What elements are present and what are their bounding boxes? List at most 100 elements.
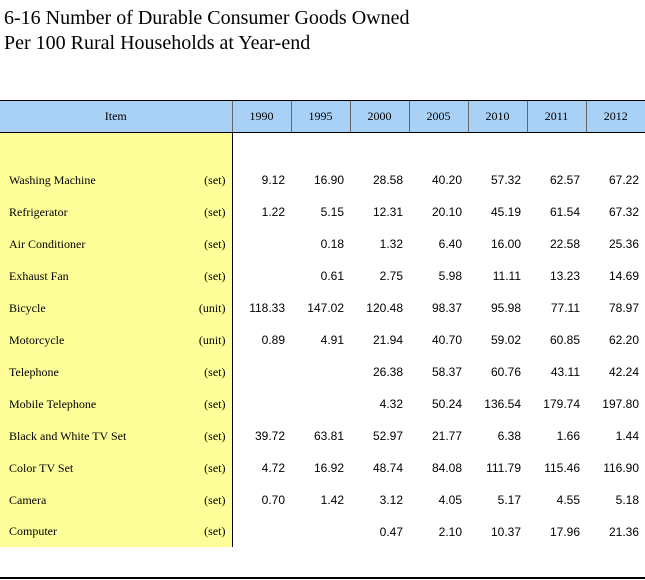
- item-name-cell: Color TV Set: [0, 452, 170, 484]
- value-cell: 20.10: [431, 205, 462, 219]
- value-cell: 95.98: [490, 301, 521, 315]
- data-table-container: Item 1990 1995 2000 2005 2010 2011 2012 …: [0, 100, 645, 578]
- value-cell: 2.75: [379, 269, 403, 283]
- value-cell: 4.55: [556, 493, 580, 507]
- item-name-cell: Black and White TV Set: [0, 420, 170, 452]
- value-cell: 28.58: [372, 173, 403, 187]
- value-cell: 21.77: [431, 429, 462, 443]
- table-row: Telephone (set) 26.38 58.37 60.76 43.11 42.24: [0, 356, 645, 388]
- value-cell: 5.18: [615, 493, 639, 507]
- table-row: Mobile Telephone (set) 4.32 50.24 136.54 179.…: [0, 388, 645, 420]
- unit-cell: (set): [170, 196, 233, 228]
- title-line-2: Per 100 Rural Households at Year-end: [4, 32, 311, 54]
- value-cell: 58.37: [431, 365, 462, 379]
- value-cell: 98.37: [431, 301, 462, 315]
- value-cell: 84.08: [431, 461, 462, 475]
- value-cell: 67.22: [608, 173, 639, 187]
- title-line-1: 6-16 Number of Durable Consumer Goods Ow…: [4, 7, 410, 29]
- table-body: Washing Machine (set) 9.12 16.90 28.58 40.20 5…: [0, 132, 645, 547]
- value-cell: 5.17: [497, 493, 521, 507]
- value-cell: [232, 388, 291, 420]
- year-header: 2010: [467, 100, 527, 133]
- unit-cell: (set): [170, 452, 233, 484]
- table-row: Color TV Set (set) 4.72 16.92 48.74 84.08 111.…: [0, 452, 645, 484]
- value-cell: 39.72: [254, 429, 285, 443]
- item-name-cell: Telephone: [0, 356, 170, 388]
- table-row: Camera (set) 0.70 1.42 3.12 4.05 5.17 4.55 5.18: [0, 484, 645, 516]
- year-header: 1995: [290, 100, 350, 133]
- value-cell: 4.91: [320, 333, 344, 347]
- value-cell: [291, 516, 350, 547]
- value-cell: 1.22: [261, 205, 285, 219]
- item-name-cell: Mobile Telephone: [0, 388, 170, 420]
- table-title: 6-16 Number of Durable Consumer Goods Ow…: [4, 6, 409, 56]
- item-name-cell: Camera: [0, 484, 170, 516]
- value-cell: 6.38: [497, 429, 521, 443]
- value-cell: 16.92: [313, 461, 344, 475]
- value-cell: 1.66: [556, 429, 580, 443]
- value-cell: 52.97: [372, 429, 403, 443]
- value-cell: [232, 260, 291, 292]
- value-cell: [291, 356, 350, 388]
- item-name-cell: Washing Machine: [0, 164, 170, 196]
- value-cell: 118.33: [249, 301, 285, 315]
- value-cell: 5.15: [320, 205, 344, 219]
- value-cell: 3.12: [379, 493, 403, 507]
- unit-cell: (set): [170, 228, 233, 260]
- value-cell: 16.00: [490, 237, 521, 251]
- value-cell: 1.44: [615, 429, 639, 443]
- value-cell: 0.89: [261, 333, 285, 347]
- value-cell: 45.19: [490, 205, 521, 219]
- value-cell: 62.57: [549, 173, 580, 187]
- value-cell: 179.74: [543, 397, 580, 411]
- value-cell: 57.32: [490, 173, 521, 187]
- unit-cell: (set): [170, 484, 233, 516]
- table-row: Motorcycle (unit) 0.89 4.91 21.94 40.70 59.02 6…: [0, 324, 645, 356]
- value-cell: [232, 516, 291, 547]
- value-cell: 67.32: [608, 205, 639, 219]
- year-header: 2011: [526, 100, 586, 133]
- value-cell: 111.79: [486, 461, 521, 475]
- year-header: 2012: [585, 100, 645, 133]
- value-cell: 5.98: [438, 269, 462, 283]
- value-cell: 1.42: [320, 493, 344, 507]
- table-bottom-rule: [0, 577, 645, 579]
- value-cell: 48.74: [372, 461, 403, 475]
- item-column-header: Item: [0, 100, 232, 133]
- value-cell: 0.47: [379, 524, 403, 539]
- header-row: Item 1990 1995 2000 2005 2010 2011 2012: [0, 100, 645, 133]
- value-cell: 21.36: [608, 524, 639, 539]
- value-cell: 22.58: [549, 237, 580, 251]
- value-cell: 61.54: [549, 205, 580, 219]
- unit-cell: (unit): [170, 292, 233, 324]
- item-name-cell: Exhaust Fan: [0, 260, 170, 292]
- value-cell: 13.23: [549, 269, 580, 283]
- table-row: Refrigerator (set) 1.22 5.15 12.31 20.10 45.19…: [0, 196, 645, 228]
- table-row: Air Conditioner (set) 0.18 1.32 6.40 16.00 22.…: [0, 228, 645, 260]
- value-cell: 115.46: [544, 461, 580, 475]
- value-cell: 40.70: [431, 333, 462, 347]
- value-cell: 25.36: [608, 237, 639, 251]
- value-cell: 11.11: [492, 269, 521, 283]
- value-cell: 4.32: [379, 397, 403, 411]
- year-header: 2005: [408, 100, 468, 133]
- value-cell: 60.85: [549, 333, 580, 347]
- value-cell: 1.32: [379, 237, 403, 251]
- item-name-cell: Bicycle: [0, 292, 170, 324]
- value-cell: 63.81: [313, 429, 344, 443]
- unit-cell-empty: [170, 132, 233, 164]
- value-cell: 26.38: [372, 365, 403, 379]
- unit-cell: (set): [170, 516, 233, 547]
- value-cell: 16.90: [313, 173, 344, 187]
- value-cell: 60.76: [490, 365, 521, 379]
- value-cell: 6.40: [438, 237, 462, 251]
- spacer-row: [0, 132, 645, 164]
- unit-cell: (set): [170, 388, 233, 420]
- value-cell: 14.69: [608, 269, 639, 283]
- value-cell: 197.80: [602, 397, 639, 411]
- unit-cell: (set): [170, 164, 233, 196]
- table-row: Exhaust Fan (set) 0.61 2.75 5.98 11.11 13.23 14…: [0, 260, 645, 292]
- value-cell: 0.18: [320, 237, 344, 251]
- value-cell: [232, 228, 291, 260]
- value-cell: [232, 356, 291, 388]
